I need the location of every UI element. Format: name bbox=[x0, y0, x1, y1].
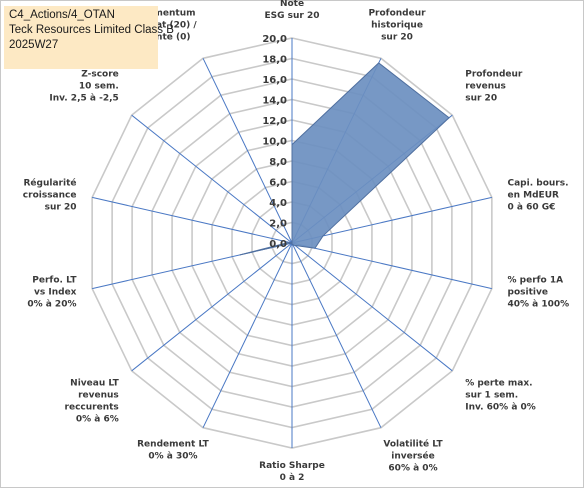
axis-spoke bbox=[202, 58, 293, 244]
tick-label: 20,0 bbox=[262, 34, 287, 45]
title-line-1: C4_Actions/4_OTAN bbox=[9, 9, 115, 21]
axis-label-line: % perfo 1A bbox=[508, 276, 564, 286]
axis-label: Niveau LT revenus reccurents 0% à 6% bbox=[65, 379, 120, 425]
axis-label-line: sur 20 bbox=[465, 93, 497, 103]
axis-label-line: Capi. bours. bbox=[508, 178, 569, 188]
axis-label-line: 0 à 2 bbox=[280, 473, 305, 483]
axis-label-line: 10 sem. bbox=[79, 81, 119, 91]
axis-label-line: Vente (0) bbox=[143, 33, 190, 43]
axis-label: Profondeur historique sur 20 bbox=[368, 9, 426, 43]
axis-spoke bbox=[291, 196, 492, 244]
axis-spoke bbox=[131, 242, 293, 372]
axis-label-line: 0% à 30% bbox=[148, 451, 197, 461]
axis-label-line: ESG sur 20 bbox=[264, 11, 319, 21]
axis-spoke bbox=[131, 114, 293, 244]
axis-label: Rendement LT 0% à 30% bbox=[137, 439, 210, 461]
axis-spoke bbox=[291, 242, 382, 428]
axis-label: Note ESG sur 20 bbox=[264, 0, 319, 21]
axis-spoke bbox=[202, 242, 293, 428]
axis-label-line: Perfo. LT bbox=[32, 276, 77, 286]
axis-label-line: revenus bbox=[465, 81, 506, 91]
axis-label-line: Z-score bbox=[81, 69, 119, 79]
axis-label-line: Régularité bbox=[24, 177, 77, 188]
tick-label: 18,0 bbox=[262, 55, 287, 66]
axis-label-line: Inv. 2,5 à -2,5 bbox=[49, 93, 118, 103]
axis-spoke bbox=[92, 196, 293, 244]
axis-label-line: positive bbox=[508, 288, 548, 298]
axis-label: Régularité croissance sur 20 bbox=[23, 177, 77, 212]
axis-spoke bbox=[291, 242, 492, 290]
title-line-3: 2025W27 bbox=[9, 39, 59, 51]
tick-label: 14,0 bbox=[262, 96, 287, 107]
axis-label-line: Inv. 60% à 0% bbox=[465, 403, 536, 413]
axis-label-line: sur 20 bbox=[381, 33, 413, 43]
axis-label-line: Rendement LT bbox=[137, 439, 210, 449]
axis-label-line: 0% à 20% bbox=[27, 300, 76, 310]
axis-label-line: Niveau LT bbox=[70, 379, 119, 389]
axis-label-line: reccurents bbox=[65, 403, 119, 413]
axis-label-line: en MdEUR bbox=[508, 190, 559, 200]
axis-label-line: sur 1 sem. bbox=[465, 391, 518, 401]
axis-label: Volatilité LT inversée 60% à 0% bbox=[383, 438, 443, 473]
axis-label-line: Volatilité LT bbox=[383, 438, 443, 449]
axis-label-line: % perte max. bbox=[465, 379, 532, 389]
axis-label: Capi. bours. en MdEUR 0 à 60 G€ bbox=[508, 178, 569, 212]
axis-label: Ratio Sharpe 0 à 2 bbox=[259, 461, 325, 483]
axis-label-line: 40% à 100% bbox=[508, 300, 570, 310]
axis-label-line: sur 20 bbox=[45, 202, 77, 212]
axis-label-line: 0 à 60 G€ bbox=[508, 202, 556, 212]
axis-label: Perfo. LT vs Index 0% à 20% bbox=[27, 276, 77, 310]
axis-label-line: Achat (20) / bbox=[137, 21, 197, 31]
axis-label-line: Momentum bbox=[138, 9, 195, 19]
axis-label: Z-score 10 sem. Inv. 2,5 à -2,5 bbox=[49, 69, 118, 103]
radial-tick-labels: 0,0 2,0 4,0 6,0 8,0 10,0 12,0 14,0 16,0 18,0 20,0 bbox=[262, 34, 287, 250]
chart-title-box: C4_Actions/4_OTAN Teck Resources Limited… bbox=[4, 6, 174, 69]
axis-label-line: Profondeur bbox=[368, 9, 426, 19]
tick-label: 2,0 bbox=[269, 219, 287, 230]
tick-label: 6,0 bbox=[269, 178, 287, 189]
axis-label: % perfo 1A positive 40% à 100% bbox=[508, 276, 570, 310]
axis-label: Profondeur revenus sur 20 bbox=[465, 69, 523, 103]
title-line-2: Teck Resources Limited Class B bbox=[9, 24, 174, 36]
tick-label: 8,0 bbox=[269, 157, 287, 168]
tick-label: 12,0 bbox=[262, 116, 287, 127]
radar-area-layer bbox=[239, 62, 450, 256]
tick-label: 4,0 bbox=[269, 198, 287, 209]
axis-label: % perte max. sur 1 sem. Inv. 60% à 0% bbox=[465, 379, 536, 413]
axis-label-line: Profondeur bbox=[465, 69, 523, 79]
axis-label-line: historique bbox=[371, 21, 423, 31]
tick-label: 10,0 bbox=[262, 137, 287, 148]
axis-label-line: inversée bbox=[391, 450, 434, 461]
axis-label-line: Ratio Sharpe bbox=[259, 461, 325, 471]
axis-label-line: vs Index bbox=[34, 288, 77, 298]
tick-label: 16,0 bbox=[262, 75, 287, 86]
axis-label-line: croissance bbox=[23, 190, 77, 200]
axis-labels: Note ESG sur 20 Profondeur historique sur 20… bbox=[23, 0, 569, 483]
axis-label: Momentum Achat (20) / Vente (0) bbox=[137, 9, 197, 43]
tick-label: 0,0 bbox=[269, 239, 287, 250]
axis-spoke bbox=[291, 242, 453, 372]
axis-label-line: revenus bbox=[78, 391, 119, 401]
axis-label-line: Note bbox=[280, 0, 304, 9]
axis-label-line: 0% à 6% bbox=[76, 415, 119, 425]
axis-label-line: 60% à 0% bbox=[388, 463, 437, 473]
